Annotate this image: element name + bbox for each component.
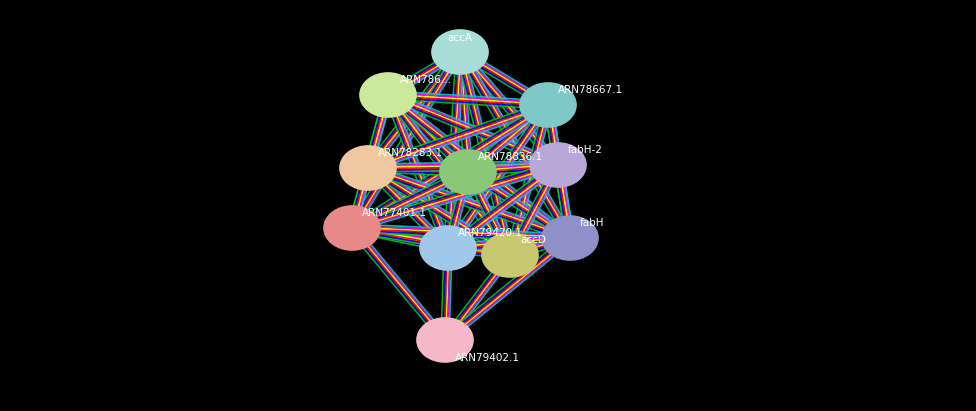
Ellipse shape <box>520 83 576 127</box>
Text: ARN78667.1: ARN78667.1 <box>558 85 623 95</box>
Text: ARN77401.1: ARN77401.1 <box>362 208 427 218</box>
Text: ARN79420.1: ARN79420.1 <box>458 228 523 238</box>
Text: accA: accA <box>448 33 472 43</box>
Text: ARN78836.1: ARN78836.1 <box>478 152 543 162</box>
Ellipse shape <box>542 216 598 260</box>
Text: accD: accD <box>520 235 546 245</box>
Ellipse shape <box>324 206 380 250</box>
Ellipse shape <box>482 233 538 277</box>
Ellipse shape <box>432 30 488 74</box>
Ellipse shape <box>420 226 476 270</box>
Ellipse shape <box>530 143 586 187</box>
Text: ARN79402.1: ARN79402.1 <box>455 353 520 363</box>
Ellipse shape <box>340 146 396 190</box>
Text: fabH: fabH <box>580 218 604 228</box>
Text: ARN786…: ARN786… <box>400 75 452 85</box>
Text: ARN78283.1: ARN78283.1 <box>378 148 443 158</box>
Ellipse shape <box>440 150 496 194</box>
Text: fabH-2: fabH-2 <box>568 145 603 155</box>
Ellipse shape <box>360 73 416 117</box>
Ellipse shape <box>417 318 473 362</box>
